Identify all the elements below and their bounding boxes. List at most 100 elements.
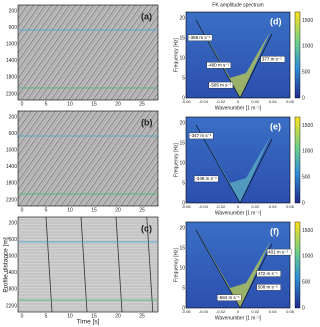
y-tick-label: 15	[179, 140, 185, 146]
velocity-label: -358 m s⁻¹	[189, 35, 211, 40]
y-tick-label: 600	[9, 25, 18, 31]
x-tick-label: 0.02	[251, 309, 260, 314]
x-tick-label: 25	[139, 313, 145, 319]
wave-trace	[115, 216, 123, 313]
velocity-label: -565 m s⁻¹	[210, 82, 232, 87]
colorbar	[294, 11, 301, 99]
velocity-line	[239, 243, 273, 309]
velocity-label: 472 m s⁻¹	[258, 271, 278, 276]
velocity-box	[188, 132, 214, 140]
panel-label: (d)	[270, 16, 282, 26]
colorbar-tick-label: 1500	[302, 18, 313, 24]
velocity-label: 508 m s⁻¹	[258, 285, 278, 290]
seismic-panel	[17, 110, 159, 207]
x-tick-label: 0.04	[269, 99, 278, 104]
colorbar-tick-label: 1000	[302, 149, 313, 155]
x-tick-label: -0.02	[216, 99, 226, 104]
colorbar	[294, 221, 301, 309]
x-tick-label: -0.04	[199, 309, 209, 314]
velocity-label: -347 m s⁻¹	[190, 133, 212, 138]
wave-trace	[45, 216, 53, 313]
axis-label: Time [s]	[77, 319, 100, 326]
velocity-box	[206, 62, 231, 69]
x-tick-label: 10	[67, 207, 73, 213]
colorbar-tick-label: 0	[302, 95, 305, 101]
y-tick-label: 1000	[6, 148, 17, 154]
colorbar-tick-label: 500	[302, 175, 311, 181]
y-tick-label: 5	[182, 180, 185, 186]
axis-label: Wavenumber [1 m⁻¹]	[215, 315, 262, 321]
y-tick-label: 600	[9, 131, 18, 137]
velocity-box	[266, 248, 292, 256]
y-tick-label: 1000	[6, 254, 17, 260]
y-tick-label: 20	[179, 120, 185, 126]
x-tick-label: -0.06	[181, 99, 191, 104]
x-tick-label: -0.04	[199, 99, 209, 104]
velocity-box	[256, 284, 281, 291]
wave-trace	[146, 216, 154, 313]
velocity-line	[239, 33, 273, 99]
wave-trace	[80, 216, 88, 313]
velocity-box	[208, 81, 234, 89]
velocity-box	[256, 270, 281, 277]
velocity-box	[187, 34, 213, 41]
x-tick-label: 20	[115, 313, 121, 319]
y-tick-label: 600	[9, 237, 18, 243]
x-tick-label: -0.04	[199, 204, 209, 209]
y-tick-label: 2200	[6, 303, 17, 309]
y-tick-label: 10	[179, 55, 185, 61]
x-tick-label: 0.04	[269, 309, 278, 314]
axis-label: Wavenumber [1 m⁻¹]	[215, 105, 262, 111]
velocity-label: 401 m s⁻¹	[268, 249, 288, 254]
velocity-label: -349 m s⁻¹	[195, 176, 217, 181]
x-tick-label: 5	[45, 313, 48, 319]
y-tick-label: 1800	[6, 75, 17, 81]
panel-label: (c)	[141, 223, 152, 233]
x-tick-label: 0	[237, 99, 240, 104]
x-tick-label: 20	[115, 207, 121, 213]
colorbar-tick-label: 0	[302, 200, 305, 206]
y-tick-label: 15	[179, 35, 185, 41]
y-tick-label: 0	[182, 200, 185, 206]
y-tick-label: 1000	[6, 42, 17, 48]
panel-label: (b)	[141, 117, 153, 127]
y-tick-label: 2200	[6, 197, 17, 203]
colorbar-tick-label: 1000	[302, 254, 313, 260]
seismic-panel	[17, 216, 159, 313]
x-tick-label: -0.06	[181, 309, 191, 314]
y-tick-label: 20	[179, 15, 185, 21]
x-tick-label: 0	[21, 101, 24, 107]
x-tick-label: 25	[139, 207, 145, 213]
colorbar-tick-label: 1000	[302, 44, 313, 50]
axis-label: Frequency [Hz]	[173, 37, 179, 72]
y-tick-label: 2200	[6, 91, 17, 97]
x-tick-label: 0	[237, 309, 240, 314]
x-tick-label: 0.02	[251, 204, 260, 209]
axis-label: Wavenumber [1 m⁻¹]	[215, 210, 262, 216]
x-tick-label: 0.06	[286, 99, 295, 104]
x-tick-label: 15	[91, 101, 97, 107]
colorbar-tick-label: 1500	[302, 123, 313, 129]
x-tick-label: 0	[21, 207, 24, 213]
x-tick-label: 15	[91, 207, 97, 213]
x-tick-label: 5	[45, 207, 48, 213]
y-tick-label: 200	[9, 114, 18, 120]
y-tick-label: 1800	[6, 287, 17, 293]
x-tick-label: 0.06	[286, 309, 295, 314]
y-tick-label: 5	[182, 285, 185, 291]
colorbar-tick-label: 1500	[302, 228, 313, 234]
x-tick-label: 0.04	[269, 204, 278, 209]
colorbar-tick-label: 500	[302, 280, 311, 286]
seismic-panel	[17, 4, 159, 101]
y-tick-label: 0	[182, 305, 185, 311]
title: FK amplitude spectrum	[212, 2, 263, 8]
fk-energy	[194, 16, 270, 98]
colorbar	[294, 116, 301, 204]
x-tick-label: 0.06	[286, 204, 295, 209]
velocity-label: -584 m s⁻¹	[218, 295, 240, 300]
x-tick-label: -0.06	[181, 204, 191, 209]
colorbar-tick-label: 0	[302, 305, 305, 311]
y-tick-label: 20	[179, 225, 185, 231]
y-tick-label: 0	[182, 95, 185, 101]
